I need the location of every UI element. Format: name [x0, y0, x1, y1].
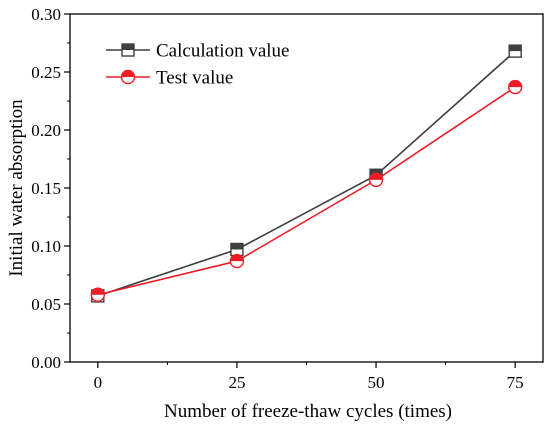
- legend-marker-fill: [122, 44, 134, 50]
- legend-marker-fill: [121, 70, 135, 77]
- x-tick-label: 0: [94, 373, 103, 392]
- data-point-fill: [91, 288, 105, 295]
- y-tick-label: 0.10: [31, 237, 61, 256]
- data-point-fill: [508, 80, 522, 88]
- data-point-fill: [509, 45, 522, 52]
- y-tick-label: 0.20: [31, 121, 61, 140]
- series-layer: [90, 44, 523, 303]
- legend-label: Test value: [156, 68, 233, 89]
- y-tick-label: 0.15: [31, 179, 61, 198]
- series-1: [90, 79, 523, 302]
- x-tick-label: 50: [368, 373, 385, 392]
- data-point-fill: [230, 243, 243, 250]
- y-axis-title: Initial water absorption: [6, 99, 27, 277]
- y-tick-label: 0.25: [31, 63, 61, 82]
- x-tick-label: 25: [228, 373, 245, 392]
- x-axis: 0 25 50 75: [94, 362, 524, 392]
- y-tick-label: 0.30: [31, 5, 61, 24]
- y-axis: 0.00 0.05 0.10 0.15 0.20 0.25 0.30: [31, 5, 70, 372]
- y-tick-label: 0.05: [31, 295, 61, 314]
- legend: Calculation value Test value: [106, 41, 289, 89]
- plot-border: [69, 13, 544, 363]
- x-tick-label: 75: [507, 373, 524, 392]
- data-point-fill: [370, 169, 383, 176]
- series-line: [97, 50, 516, 297]
- plot-frame: [69, 13, 544, 363]
- series-line: [97, 86, 516, 296]
- legend-label: Calculation value: [156, 41, 289, 62]
- y-tick-label: 0.00: [31, 353, 61, 372]
- data-point-fill: [230, 254, 244, 262]
- data-point-fill: [369, 173, 383, 180]
- x-axis-title: Number of freeze-thaw cycles (times): [164, 401, 452, 422]
